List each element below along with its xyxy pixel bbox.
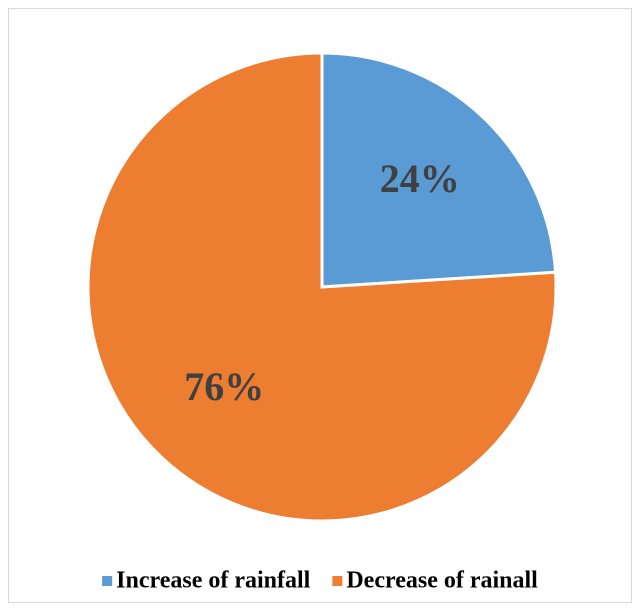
pie-slice (86, 51, 558, 523)
data-label: 76% (184, 364, 264, 409)
legend-swatch (332, 576, 343, 586)
pie-slice (320, 51, 558, 289)
data-label: 24% (380, 156, 460, 201)
legend-label: Decrease of rainall (346, 568, 538, 594)
legend-swatch (102, 576, 113, 586)
legend-label: Increase of rainfall (116, 568, 311, 594)
